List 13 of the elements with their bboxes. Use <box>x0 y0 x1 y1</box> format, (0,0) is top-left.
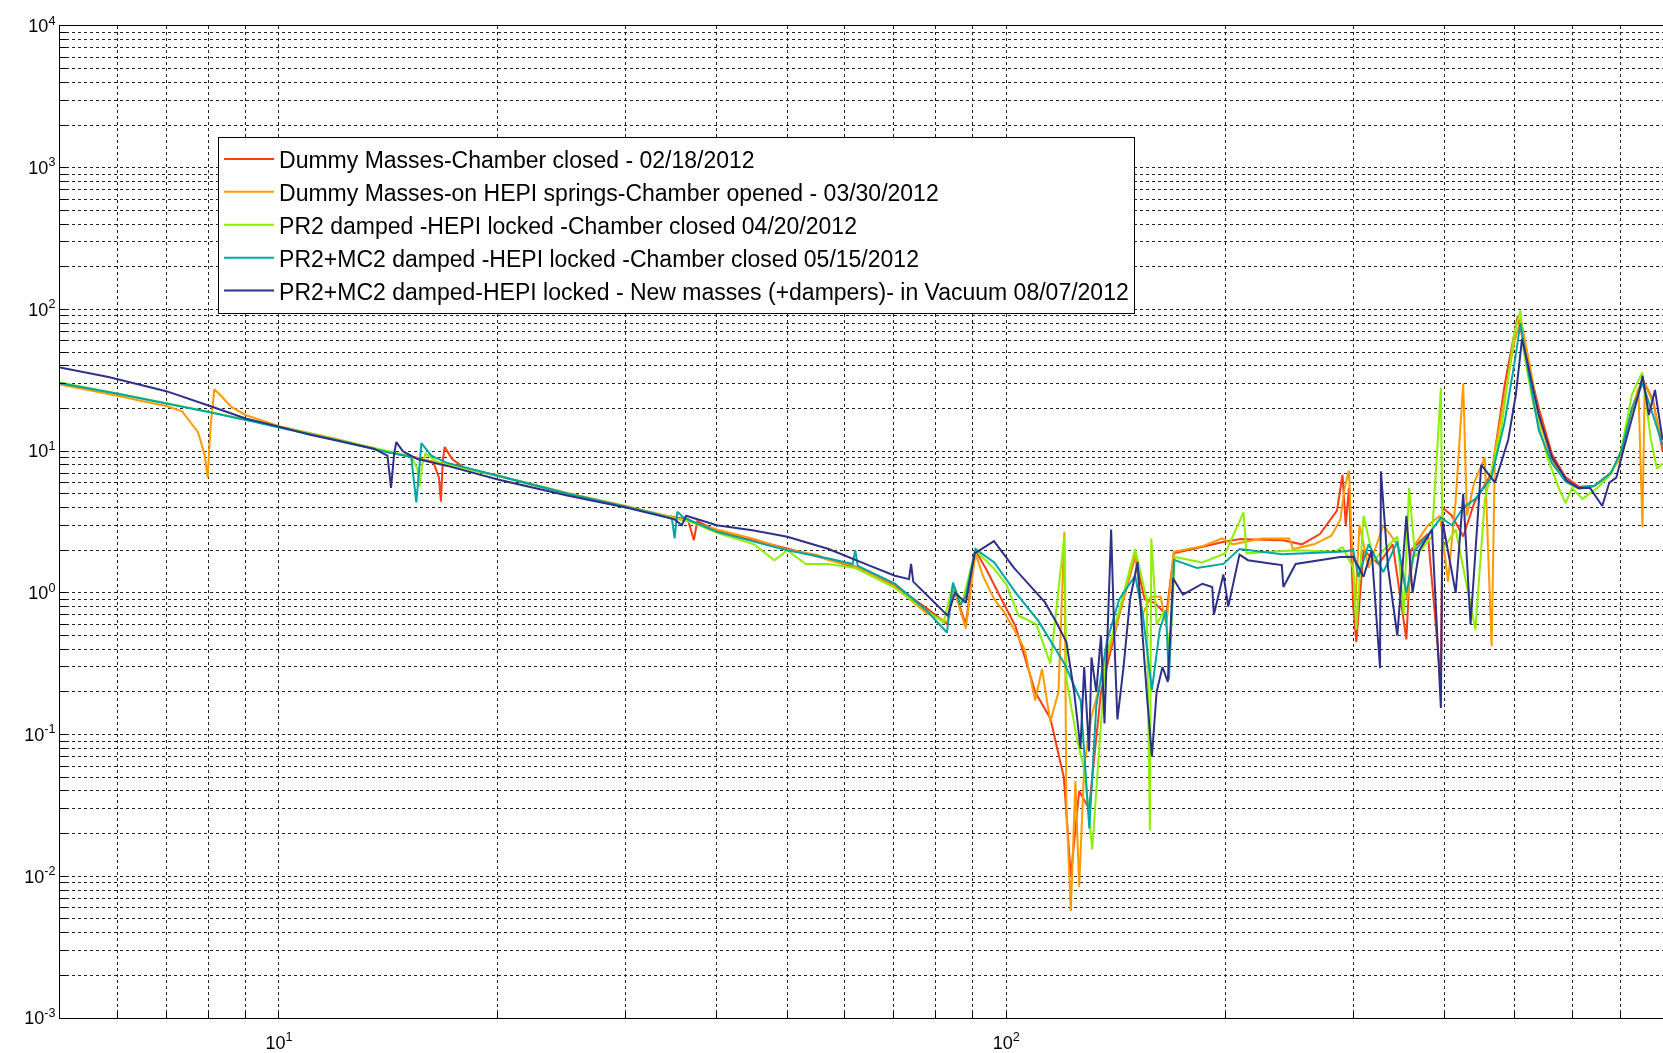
legend-label: PR2+MC2 damped-HEPI locked - New masses (+dampers)- in Vacuum 08/07/2012 <box>279 278 1129 305</box>
y-tick-label: 10$^{-3}$ <box>24 1005 56 1029</box>
y-tick-label: 10$^{3}$ <box>28 155 56 179</box>
y-tick-label: 10$^{-1}$ <box>24 722 56 745</box>
legend-label: PR2 damped -HEPI locked -Chamber closed 04/20/2012 <box>279 212 857 239</box>
legend-label: Dummy Masses-Chamber closed - 02/18/2012 <box>279 146 755 173</box>
legend-label: Dummy Masses-on HEPI springs-Chamber opened - 03/30/2012 <box>279 179 939 206</box>
y-tick-label: 10$^{4}$ <box>28 13 56 37</box>
legend-label: PR2+MC2 damped -HEPI locked -Chamber closed 05/15/2012 <box>279 245 919 272</box>
y-tick-label: 10$^{0}$ <box>28 580 56 604</box>
y-tick-label: 10$^{2}$ <box>28 297 56 320</box>
y-tick-label: 10$^{1}$ <box>28 438 56 462</box>
y-tick-label: 10$^{-2}$ <box>24 864 56 887</box>
